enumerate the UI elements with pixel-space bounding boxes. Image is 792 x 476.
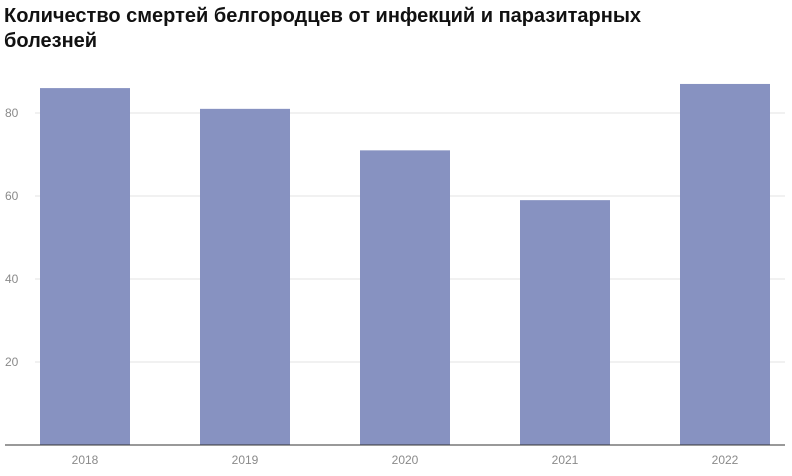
bar [680,83,770,445]
x-tick-label: 2018 [72,453,99,467]
bar [520,200,610,445]
chart-title: Количество смертей белгородцев от инфекц… [4,5,642,52]
bar [40,88,130,445]
y-tick-label: 80 [5,106,19,120]
y-tick-label: 40 [5,272,19,286]
bar [200,108,290,445]
y-tick-label: 20 [5,355,19,369]
bar [360,150,450,445]
x-tick-label: 2019 [232,453,259,467]
x-tick-label: 2020 [392,453,419,467]
y-tick-label: 60 [5,189,19,203]
x-tick-label: 2022 [712,453,739,467]
x-tick-label: 2021 [552,453,579,467]
